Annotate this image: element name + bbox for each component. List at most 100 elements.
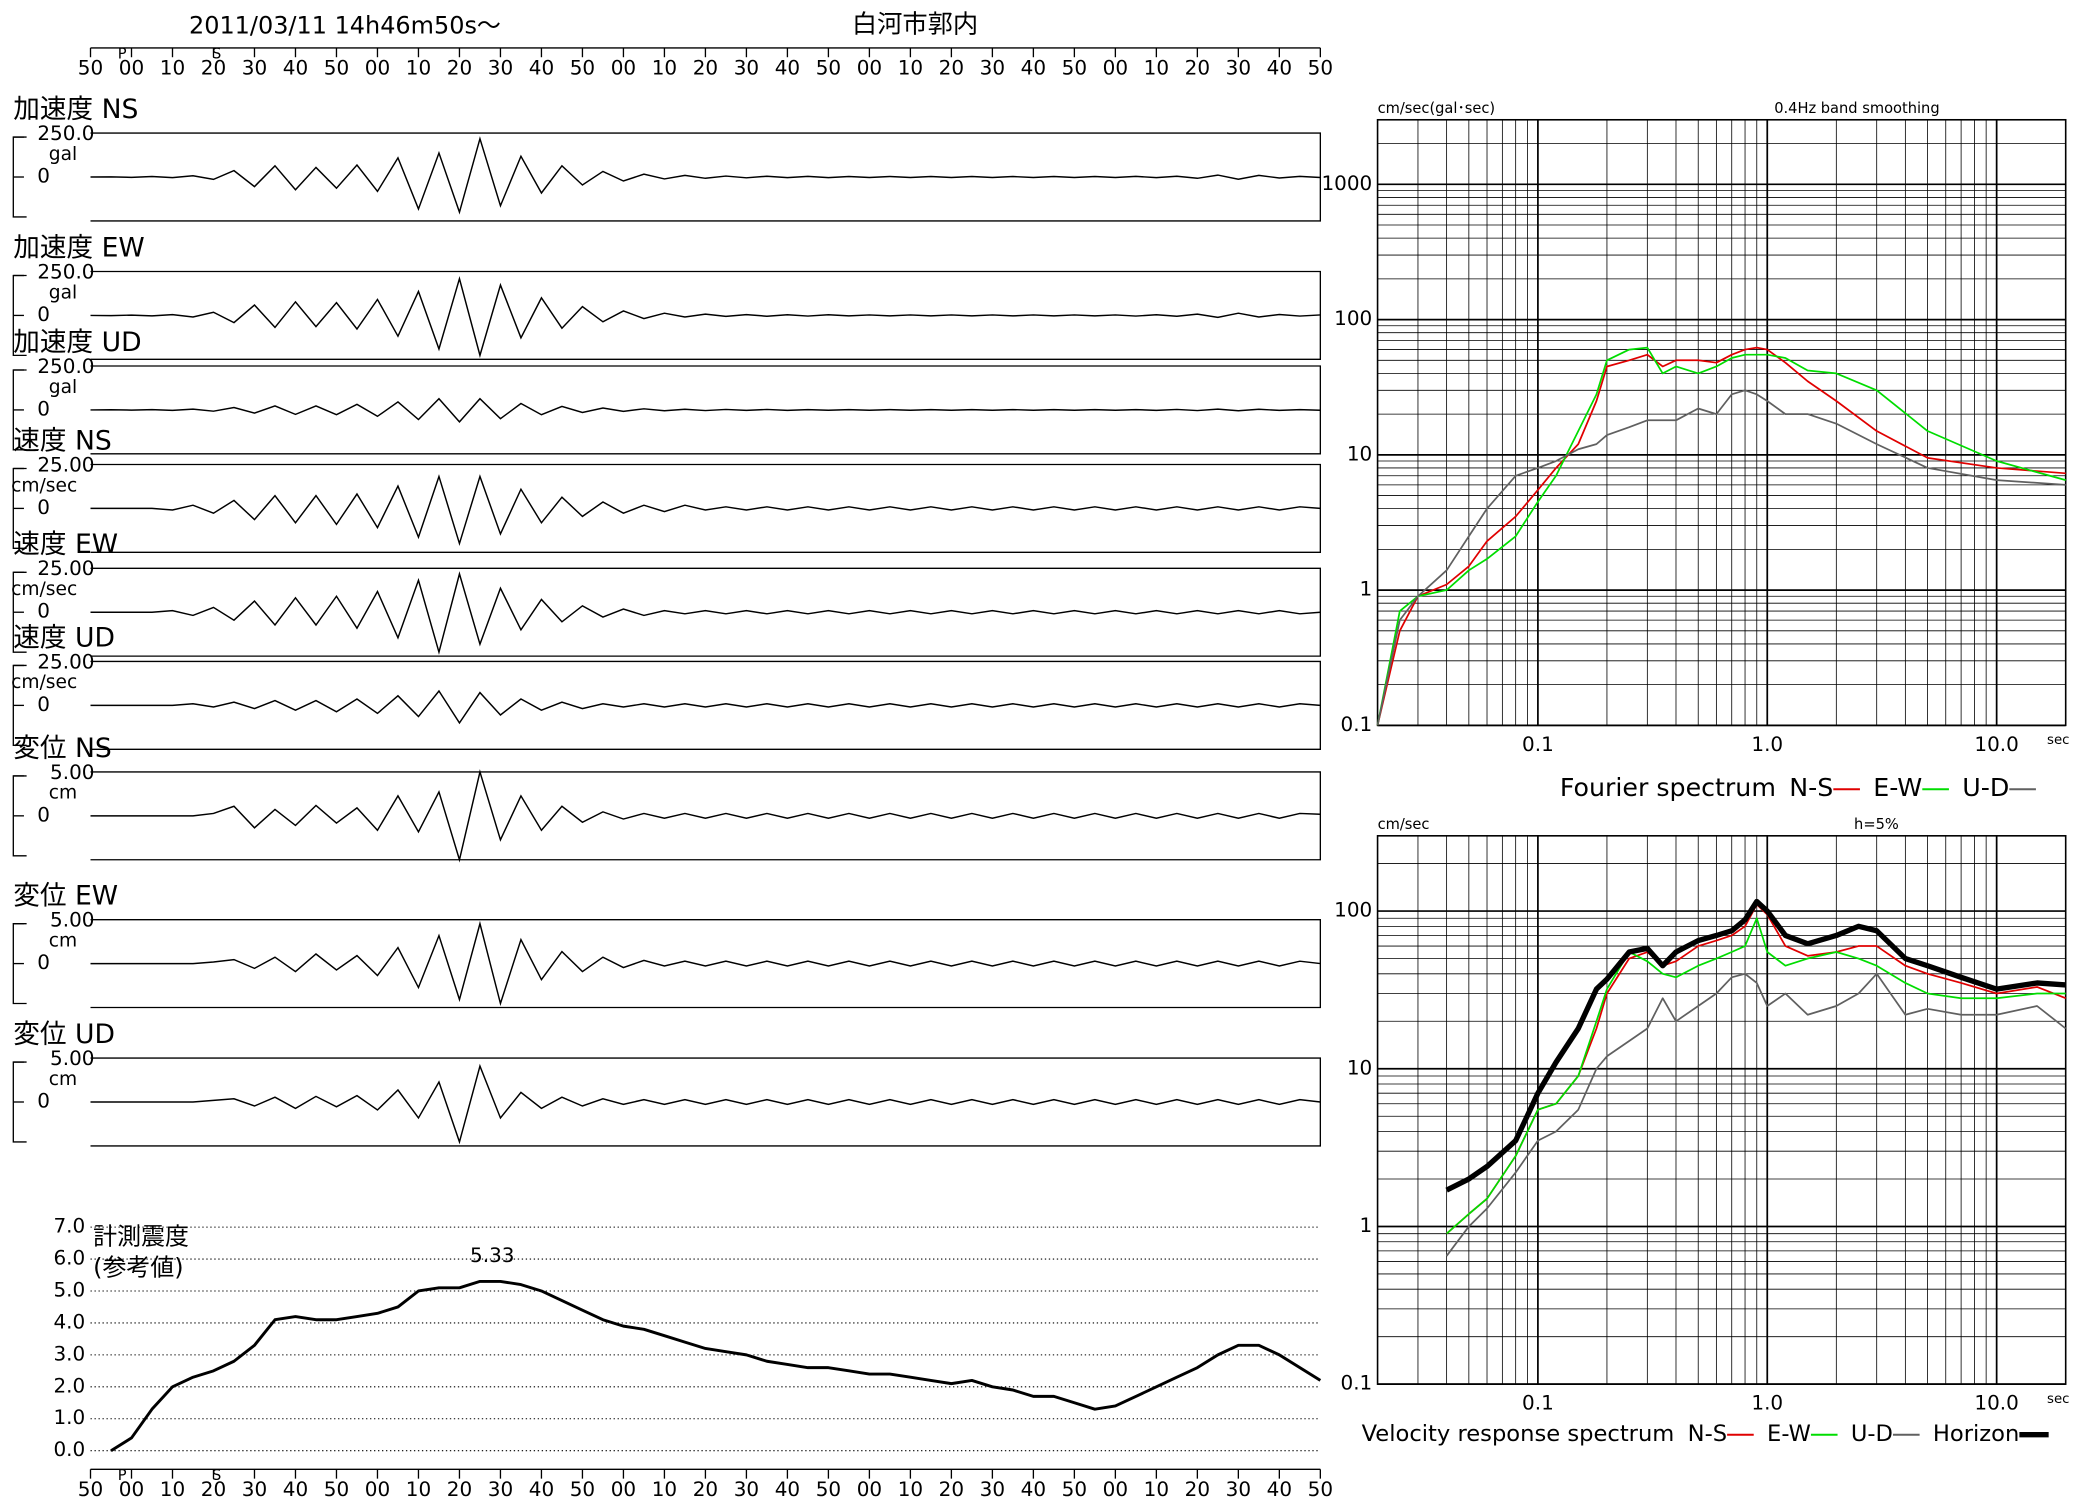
phase-marker: S bbox=[212, 46, 221, 63]
station: 白河市郭内 bbox=[852, 9, 978, 38]
waveform-trace bbox=[90, 1063, 1321, 1145]
series-line bbox=[1446, 917, 2066, 1235]
series-line bbox=[1376, 346, 2066, 726]
y-tick-label: 250.0 bbox=[37, 121, 94, 145]
x-tick-label: 30 bbox=[980, 1477, 1005, 1501]
x-tick-label: 40 bbox=[529, 1477, 554, 1501]
y-tick-label: 5.00 bbox=[50, 907, 94, 931]
phase-marker: S bbox=[212, 1467, 221, 1484]
x-tick-label: 10 bbox=[1144, 56, 1169, 80]
legend-label: N-S bbox=[1688, 1421, 1727, 1447]
x-tick-label: 40 bbox=[1021, 1477, 1046, 1501]
x-tick-label: 00 bbox=[1103, 56, 1128, 80]
waveform-trace bbox=[90, 136, 1321, 215]
x-tick-label: 10 bbox=[652, 56, 677, 80]
y-tick-label: 5.00 bbox=[50, 1046, 94, 1070]
x-tick-label: 30 bbox=[1226, 56, 1251, 80]
series-line bbox=[1445, 898, 2066, 1193]
legend-label: E-W bbox=[1873, 773, 1922, 802]
x-tick-label: 50 bbox=[1308, 1477, 1333, 1501]
y-tick-label: 0 bbox=[37, 164, 50, 188]
phase-marker: P bbox=[118, 1467, 127, 1484]
x-tick-label: 10 bbox=[160, 56, 185, 80]
legend-label: U-D bbox=[1851, 1421, 1893, 1447]
unit-label: cm/sec bbox=[11, 672, 77, 693]
x-tick-label: 10.0 bbox=[1974, 732, 2018, 756]
y-tick-label: 4.0 bbox=[53, 1309, 85, 1333]
x-tick-label: 10 bbox=[406, 56, 431, 80]
series-line bbox=[1445, 972, 2067, 1257]
y-tick-label: 5.0 bbox=[53, 1277, 85, 1301]
y-tick-label: 1.0 bbox=[53, 1405, 85, 1429]
x-tick-label: 10 bbox=[652, 1477, 677, 1501]
waveform-trace bbox=[90, 474, 1321, 547]
x-tick-label: 10 bbox=[160, 1477, 185, 1501]
x-tick-label: 40 bbox=[1267, 56, 1292, 80]
x-tick-label: 30 bbox=[980, 56, 1005, 80]
y-tick-label: 250.0 bbox=[37, 354, 94, 378]
unit-label: gal bbox=[49, 144, 77, 165]
panel-label: 速度 NS bbox=[13, 425, 111, 456]
x-tick-label: 20 bbox=[447, 56, 472, 80]
x-tick-label: 20 bbox=[201, 56, 226, 80]
note: 0.4Hz band smoothing bbox=[1774, 100, 1939, 117]
panel-label: 速度 EW bbox=[13, 529, 118, 560]
panel-frame bbox=[90, 771, 1322, 861]
waveform-trace bbox=[90, 920, 1321, 1007]
x-tick-label: 40 bbox=[283, 56, 308, 80]
peak-label: 5.33 bbox=[470, 1243, 514, 1267]
y-tick-label: 0 bbox=[37, 495, 50, 519]
panel-label: 速度 UD bbox=[13, 622, 115, 653]
x-tick-label: 40 bbox=[1021, 56, 1046, 80]
x-tick-label: 50 bbox=[1062, 56, 1087, 80]
series-line bbox=[1376, 346, 2066, 726]
x-tick-label: 20 bbox=[1185, 1477, 1210, 1501]
y-tick-label: 0.1 bbox=[1341, 712, 1373, 736]
unit-label: cm bbox=[49, 1069, 77, 1090]
y-tick-label: 0 bbox=[37, 692, 50, 716]
panel-label: 加速度 UD bbox=[13, 327, 141, 358]
unit-label: gal bbox=[49, 282, 77, 303]
y-axis-label: cm/sec bbox=[1378, 816, 1430, 833]
y-tick-label: 250.0 bbox=[37, 259, 94, 283]
x-tick-label: 0.1 bbox=[1522, 1391, 1554, 1415]
x-tick-label: 20 bbox=[447, 1477, 472, 1501]
x-tick-label: 50 bbox=[78, 1477, 103, 1501]
x-tick-label: 40 bbox=[1267, 1477, 1292, 1501]
y-tick-label: 0 bbox=[37, 302, 50, 326]
y-tick-label: 0 bbox=[37, 599, 50, 623]
legend-label: N-S bbox=[1789, 773, 1833, 802]
series-line bbox=[110, 1279, 1322, 1452]
x-tick-label: 30 bbox=[734, 56, 759, 80]
x-tick-label: 40 bbox=[283, 1477, 308, 1501]
unit-label: cm/sec bbox=[11, 475, 77, 496]
chart-title: 計測震度 bbox=[93, 1223, 189, 1251]
chart-subtitle: (参考値) bbox=[93, 1253, 184, 1281]
x-tick-label: 0.1 bbox=[1522, 732, 1554, 756]
legend-label: U-D bbox=[1962, 773, 2009, 802]
x-tick-label: 40 bbox=[775, 56, 800, 80]
title: 2011/03/11 14h46m50s〜 bbox=[189, 12, 501, 40]
x-tick-label: 10 bbox=[898, 1477, 923, 1501]
x-tick-label: 50 bbox=[78, 56, 103, 80]
waveform-trace bbox=[90, 275, 1321, 359]
x-tick-label: 40 bbox=[775, 1477, 800, 1501]
x-tick-label: 20 bbox=[939, 56, 964, 80]
x-tick-label: 00 bbox=[365, 56, 390, 80]
x-tick-label: 10 bbox=[1144, 1477, 1169, 1501]
unit-label: cm/sec bbox=[11, 579, 77, 600]
y-tick-label: 3.0 bbox=[53, 1341, 85, 1365]
y-tick-label: 2.0 bbox=[53, 1373, 85, 1397]
y-tick-label: 25.00 bbox=[37, 452, 94, 476]
y-tick-label: 0 bbox=[37, 802, 50, 826]
legend-label: E-W bbox=[1767, 1421, 1811, 1447]
x-axis-label: sec bbox=[2047, 1392, 2069, 1407]
panel-label: 変位 UD bbox=[13, 1019, 115, 1050]
x-tick-label: 30 bbox=[242, 56, 267, 80]
x-tick-label: 20 bbox=[1185, 56, 1210, 80]
x-tick-label: 20 bbox=[693, 56, 718, 80]
y-tick-label: 0 bbox=[37, 1088, 50, 1112]
